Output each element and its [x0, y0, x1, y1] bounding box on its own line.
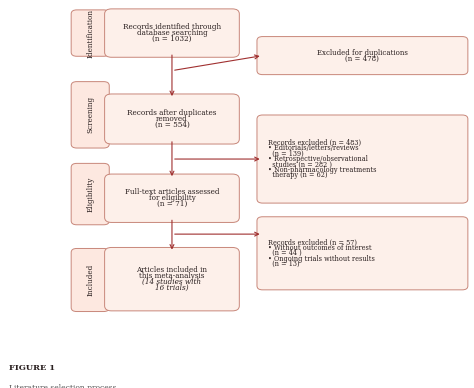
FancyBboxPatch shape: [105, 248, 239, 311]
Text: database searching: database searching: [137, 29, 207, 37]
Text: (n = 13): (n = 13): [268, 260, 300, 268]
Text: Literature selection process.: Literature selection process.: [9, 384, 119, 388]
Text: Records identified through: Records identified through: [123, 23, 221, 31]
Text: • Retrospective/observational: • Retrospective/observational: [268, 155, 368, 163]
Text: (n = 478): (n = 478): [346, 54, 379, 62]
FancyBboxPatch shape: [105, 9, 239, 57]
Text: (n = 1032): (n = 1032): [152, 35, 191, 43]
Text: this meta-analysis: this meta-analysis: [139, 272, 205, 280]
FancyBboxPatch shape: [105, 174, 239, 222]
FancyBboxPatch shape: [257, 36, 468, 74]
Text: • Non-pharmacology treatments: • Non-pharmacology treatments: [268, 166, 377, 174]
Text: for eligibility: for eligibility: [148, 194, 195, 202]
Text: (14 studies with: (14 studies with: [143, 278, 201, 286]
Text: (n = 44 ): (n = 44 ): [268, 249, 302, 257]
Text: 16 trials): 16 trials): [155, 284, 189, 292]
Text: Screening: Screening: [86, 96, 94, 133]
Text: Records after duplicates: Records after duplicates: [128, 109, 217, 117]
FancyBboxPatch shape: [71, 10, 109, 56]
Text: (n = 71): (n = 71): [157, 200, 187, 208]
Text: removed: removed: [156, 115, 188, 123]
FancyBboxPatch shape: [105, 94, 239, 144]
Text: Full-text articles assessed: Full-text articles assessed: [125, 188, 219, 196]
Text: Excluded for duplications: Excluded for duplications: [317, 49, 408, 57]
Text: therapy (n = 62): therapy (n = 62): [268, 171, 328, 179]
FancyBboxPatch shape: [71, 248, 109, 312]
FancyBboxPatch shape: [71, 81, 109, 148]
FancyBboxPatch shape: [257, 217, 468, 290]
Text: Records excluded (n = 483): Records excluded (n = 483): [268, 139, 361, 147]
Text: (n = 139): (n = 139): [268, 150, 304, 158]
FancyBboxPatch shape: [257, 115, 468, 203]
Text: • Ongoing trials without results: • Ongoing trials without results: [268, 255, 375, 263]
Text: Articles included in: Articles included in: [137, 266, 208, 274]
FancyBboxPatch shape: [71, 163, 109, 225]
Text: (n = 554): (n = 554): [155, 121, 190, 129]
Text: Identification: Identification: [86, 9, 94, 57]
Text: studies (n = 282 ): studies (n = 282 ): [268, 161, 332, 168]
Text: Included: Included: [86, 264, 94, 296]
Text: • Without outcomes of interest: • Without outcomes of interest: [268, 244, 372, 252]
Text: Records excluded (n = 57): Records excluded (n = 57): [268, 238, 357, 246]
Text: Eligibility: Eligibility: [86, 177, 94, 212]
Text: FIGURE 1: FIGURE 1: [9, 364, 55, 372]
Text: • Editorials/letters/reviews: • Editorials/letters/reviews: [268, 144, 359, 152]
